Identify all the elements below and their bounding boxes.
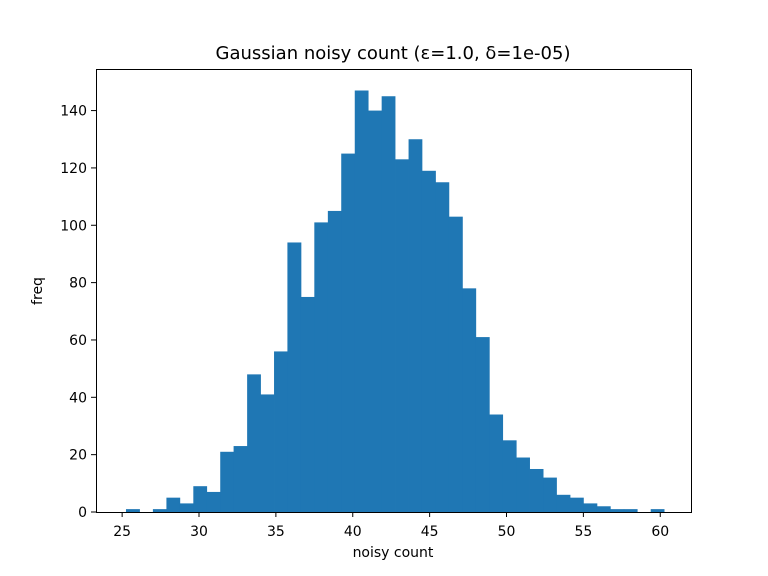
histogram-bar — [125, 509, 140, 512]
x-tick-label: 45 — [421, 524, 439, 540]
x-axis-ticks: 25 30 35 40 45 50 55 60 — [113, 512, 669, 540]
histogram-bar — [610, 509, 625, 512]
y-tick-label: 100 — [60, 218, 87, 234]
histogram-bar — [220, 451, 235, 512]
histogram-bar — [475, 337, 490, 512]
histogram-bar — [448, 216, 463, 513]
y-axis-label: freq — [30, 277, 46, 305]
y-tick-label: 40 — [69, 390, 87, 406]
histogram-bar — [570, 497, 584, 512]
histogram-bar — [529, 468, 544, 512]
bars-group — [125, 90, 665, 513]
histogram-bar — [368, 110, 383, 512]
x-tick-label: 55 — [574, 524, 592, 540]
plot-frame — [96, 69, 692, 513]
y-tick-label: 140 — [60, 104, 87, 120]
x-tick-label: 35 — [267, 524, 285, 540]
chart-title: Gaussian noisy count (ε=1.0, δ=1e-05) — [216, 43, 571, 64]
histogram-bar — [233, 446, 248, 512]
histogram-bar — [193, 486, 208, 512]
y-tick-label: 120 — [60, 161, 87, 177]
x-tick-label: 50 — [498, 524, 516, 540]
x-tick-label: 60 — [651, 524, 669, 540]
histogram-bar — [489, 414, 504, 512]
histogram-bar — [395, 159, 409, 512]
histogram-bar — [260, 394, 275, 512]
histogram-bar — [596, 506, 611, 512]
histogram-bar — [502, 440, 517, 512]
histogram-bar — [327, 210, 342, 512]
histogram-bar — [152, 509, 167, 512]
y-tick-label: 20 — [69, 448, 87, 464]
histogram-bar — [206, 491, 221, 512]
histogram-bar — [274, 351, 288, 512]
histogram-bar — [623, 509, 638, 512]
histogram-bar — [543, 477, 557, 512]
histogram-bar — [341, 153, 356, 512]
histogram-bar — [179, 503, 194, 512]
histogram-bar — [354, 90, 369, 512]
histogram-bar — [650, 509, 665, 512]
histogram-bar — [287, 242, 302, 512]
histogram-bar — [462, 288, 477, 512]
x-axis-label: noisy count — [353, 545, 434, 561]
y-tick-label: 60 — [69, 333, 87, 349]
x-tick-label: 40 — [344, 524, 362, 540]
histogram-bar — [381, 96, 396, 513]
histogram-bar — [300, 296, 315, 512]
x-tick-label: 25 — [113, 524, 131, 540]
x-tick-label: 30 — [190, 524, 208, 540]
y-tick-label: 0 — [78, 505, 87, 521]
histogram-bar — [314, 222, 329, 512]
y-tick-label: 80 — [69, 276, 87, 292]
histogram-bar — [516, 457, 530, 512]
y-axis-ticks: 0 20 40 60 80 100 120 140 — [60, 104, 96, 521]
histogram-bar — [435, 182, 450, 512]
histogram-bar — [583, 503, 598, 512]
histogram-bar — [166, 497, 181, 512]
histogram-bar — [247, 374, 261, 512]
histogram-bar — [408, 139, 423, 512]
histogram-bar — [421, 170, 436, 513]
histogram-bar — [556, 494, 571, 512]
